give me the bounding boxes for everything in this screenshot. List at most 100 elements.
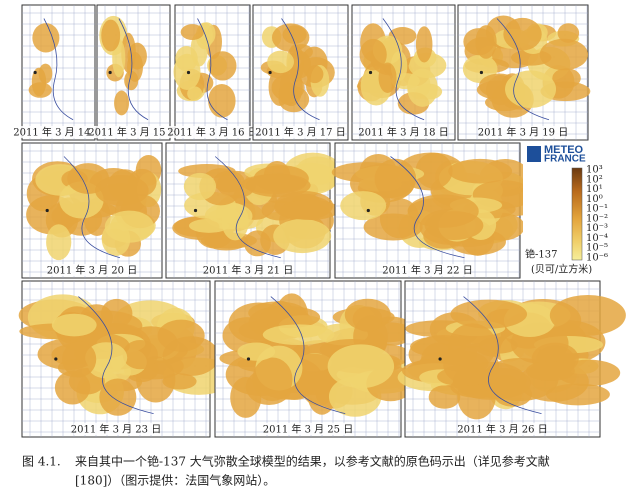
plume (114, 90, 130, 116)
caption-text: 来自其中一个铯-137 大气弥散全球模型的结果，以参考文献的原色码示出（详见参考… (75, 454, 550, 469)
plume (340, 191, 387, 221)
source-marker (108, 70, 112, 75)
label-bg (206, 264, 290, 276)
plume (157, 319, 205, 352)
date-label: 2011 年 3 月 18 日 (358, 126, 448, 139)
date-label: 2011 年 3 月 26 日 (457, 423, 547, 436)
caption-text: [180]）（图示提供：法国气象网站）。 (75, 473, 275, 488)
plume (244, 230, 271, 257)
plume (267, 50, 294, 74)
source-marker (366, 208, 370, 213)
plume (262, 324, 335, 346)
plume (173, 53, 201, 91)
label-bg (91, 126, 176, 138)
label-bg (16, 126, 101, 138)
plume (525, 361, 575, 381)
plume (407, 194, 479, 228)
scale-label: 10⁰ (586, 194, 603, 205)
plume (208, 83, 236, 118)
map-panel: 2011 年 3 月 18 日 (351, 4, 456, 141)
scale-label: 10¹ (586, 184, 603, 195)
date-label: 2011 年 3 月 15 日 (88, 126, 178, 139)
plume (187, 86, 203, 101)
source-marker (268, 70, 272, 75)
source-marker (54, 357, 58, 361)
coastline (463, 296, 542, 414)
date-label: 2011 年 3 月 14 日 (13, 126, 103, 139)
plume (352, 306, 383, 332)
plume (306, 65, 324, 84)
plume (237, 342, 276, 361)
plume (208, 51, 237, 81)
plume (407, 68, 438, 107)
plume (327, 344, 395, 389)
plume (557, 23, 580, 43)
source-marker (368, 70, 373, 75)
plume (183, 172, 217, 201)
coastline (281, 18, 320, 121)
coastline (382, 18, 425, 121)
plume (552, 68, 581, 89)
date-label: 2011 年 3 月 17 日 (255, 126, 345, 139)
date-label: 2011 年 3 月 22 日 (382, 264, 472, 277)
logo-text: FRANCE (544, 154, 586, 165)
plume (415, 26, 433, 63)
source-marker (186, 70, 191, 75)
map-panel: 2011 年 3 月 21 日 (165, 142, 343, 279)
plume (32, 23, 60, 53)
plume (190, 31, 208, 67)
plume (549, 294, 626, 336)
map-panel: 2011 年 3 月 16 日 (167, 4, 258, 141)
coastline (214, 156, 281, 259)
map-panel: 2011 年 3 月 17 日 (252, 4, 349, 141)
legend-unit: (贝可/立方米) (531, 263, 592, 276)
plume (273, 218, 332, 254)
map-background (21, 4, 96, 141)
plume (221, 202, 249, 241)
label-bg (258, 126, 343, 138)
plume (46, 224, 72, 261)
caption-number: 图 4.1. (22, 455, 61, 469)
map-panel: 2011 年 3 月 25 日 (214, 280, 418, 438)
plume (415, 152, 453, 189)
label-bg (266, 423, 350, 435)
plume (127, 42, 147, 70)
source-marker (438, 357, 442, 361)
scale-label: 10⁻² (586, 213, 608, 224)
scale-label: 10³ (586, 165, 603, 176)
source-marker (193, 208, 198, 213)
plume (374, 158, 417, 199)
plume (280, 199, 340, 221)
plume (95, 175, 149, 206)
coastline (197, 18, 228, 121)
plume (259, 306, 321, 329)
map-panel: 2011 年 3 月 15 日 (88, 4, 179, 141)
scale-label: 10⁻³ (586, 223, 608, 234)
date-label: 2011 年 3 月 21 日 (203, 264, 293, 277)
scale-label: 10⁻⁵ (586, 243, 608, 254)
label-bg (74, 423, 158, 435)
plume (505, 70, 557, 109)
map-panel: 2011 年 3 月 14 日 (13, 4, 104, 141)
plume (359, 38, 387, 71)
plume (363, 213, 423, 241)
plume (51, 313, 97, 337)
plume (101, 222, 131, 256)
label-bg (385, 264, 470, 276)
plume (448, 323, 497, 369)
source-marker (479, 70, 483, 75)
coastline (43, 18, 74, 121)
plume (99, 378, 137, 416)
plume (463, 28, 495, 56)
date-label: 2011 年 3 月 16 日 (167, 126, 257, 139)
plume (503, 17, 542, 51)
coastline (390, 156, 465, 259)
label-bg (481, 126, 565, 138)
plume (31, 67, 47, 97)
scale-label: 10⁻⁶ (586, 253, 608, 264)
scale-label: 10⁻¹ (586, 204, 608, 215)
map-panel: 2011 年 3 月 23 日 (18, 280, 235, 438)
plume (122, 339, 158, 370)
plume (62, 341, 97, 378)
